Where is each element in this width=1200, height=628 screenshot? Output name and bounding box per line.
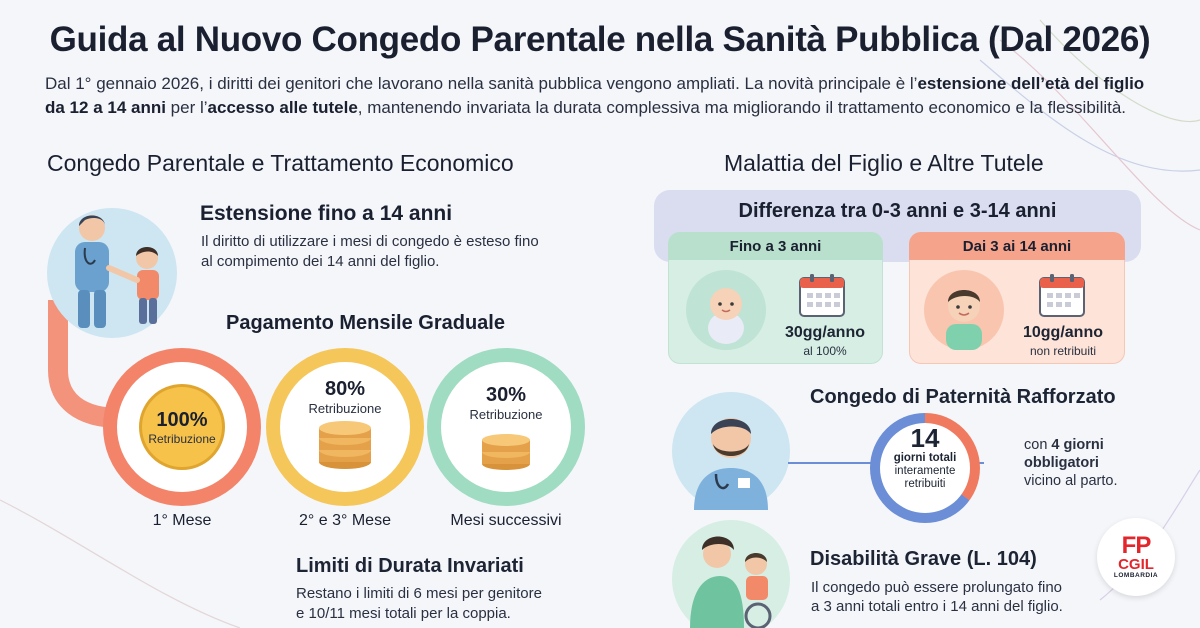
calendar-icon	[1039, 274, 1085, 317]
under-3-header	[668, 232, 883, 260]
payment-title: Pagamento Mensile Graduale	[226, 312, 505, 334]
over-3-note: non retribuiti	[1029, 344, 1097, 358]
baby-icon	[708, 288, 744, 344]
page-title: Guida al Nuovo Congedo Parentale nella S…	[49, 20, 1151, 59]
child-icon	[946, 290, 982, 350]
section-title-child-illness: Malattia del Figlio e Altre Tutele	[724, 150, 1044, 176]
coin-stack-icon	[482, 434, 530, 470]
doctor-icon	[694, 418, 768, 510]
disability-text-line: Il congedo può essere prolungato fino	[811, 579, 1063, 596]
limits-text-line: Restano i limiti di 6 mesi per genitore	[296, 585, 542, 602]
payment-ring-text: 80% Retribuzione	[280, 378, 410, 416]
over-3-heading: Dai 3 ai 14 anni	[962, 238, 1072, 255]
intro-text: per l’	[165, 98, 208, 117]
intro-paragraph: Dal 1° gennaio 2026, i diritti dei genit…	[45, 72, 1165, 120]
intro-text: Dal 1° gennaio 2026, i diritti dei genit…	[45, 74, 918, 93]
paternity-days-label: retribuiti	[904, 478, 946, 490]
paternity-days-label: giorni totali	[893, 452, 957, 464]
father-doctor-illustration	[672, 392, 790, 510]
disability-text-line: a 3 anni totali entro i 14 anni del figl…	[811, 598, 1063, 615]
extension-text-line: al compimento dei 14 anni del figlio.	[201, 253, 440, 270]
payment-label: 1° Mese	[152, 512, 212, 529]
paternity-title: Congedo di Paternità Rafforzato	[810, 386, 1116, 408]
paternity-side-line: con 4 giorni	[1024, 436, 1118, 454]
extension-title: Estensione fino a 14 anni	[200, 202, 453, 225]
paternity-days: 14	[910, 423, 940, 453]
paternity-days-label: interamente	[894, 465, 956, 477]
payment-percent: 100%	[156, 408, 208, 431]
baby-illustration	[686, 270, 766, 350]
extension-text: Il diritto di utilizzare i mesi di conge…	[201, 232, 539, 272]
payment-label: Mesi successivi	[450, 512, 562, 529]
paternity-days-block: 14 giorni totali interamente retribuiti	[870, 424, 980, 491]
limits-text: Restano i limiti di 6 mesi per genitore …	[296, 584, 542, 624]
over-3-header	[909, 232, 1125, 260]
under-3-note: al 100%	[803, 344, 847, 358]
payment-ring-text: 30% Retribuzione	[441, 384, 571, 422]
age-comparison-title: Differenza tra 0-3 anni e 3-14 anni	[738, 200, 1057, 222]
logo-cgil-text: CGIL	[1118, 556, 1154, 573]
paternity-ring-inner	[880, 423, 970, 513]
over-3-value: 10gg/anno	[1022, 324, 1103, 341]
limits-title: Limiti di Durata Invariati	[296, 555, 524, 577]
under-3-heading: Fino a 3 anni	[729, 238, 822, 255]
payment-percent: 80%	[324, 378, 366, 400]
extension-text-line: Il diritto di utilizzare i mesi di conge…	[201, 233, 539, 250]
logo-region-text: LOMBARDIA	[1113, 572, 1159, 579]
nurse-icon	[75, 215, 159, 328]
paternity-side-line: vicino al parto.	[1024, 473, 1118, 489]
paternity-side-prefix: con	[1024, 437, 1052, 453]
child-illustration	[924, 270, 1004, 350]
section-title-parental-leave: Congedo Parentale e Trattamento Economic…	[47, 150, 514, 176]
logo-fp-text: FP	[1121, 532, 1152, 559]
payment-percent-sub: Retribuzione	[148, 431, 216, 446]
fp-cgil-logo: FP CGIL LOMBARDIA	[1097, 518, 1175, 596]
coin-icon: 100% Retribuzione	[139, 384, 225, 470]
disability-text: Il congedo può essere prolungato fino a …	[811, 578, 1063, 616]
payment-percent: 30%	[485, 384, 527, 406]
calendar-icon	[799, 274, 845, 317]
paternity-side-bold: 4 giorni	[1051, 437, 1104, 453]
paternity-side-bold: obbligatori	[1024, 455, 1099, 471]
payment-percent-sub: Retribuzione	[469, 407, 543, 422]
payment-label: 2° e 3° Mese	[299, 512, 391, 529]
wheelchair-icon	[690, 536, 772, 628]
intro-highlight: estensione dell’età del figlio da 12 a 1…	[45, 74, 1145, 117]
coin-stack-icon	[319, 421, 371, 469]
paternity-side-text: con 4 giorni obbligatori vicino al parto…	[1024, 436, 1118, 490]
disability-illustration	[672, 520, 790, 628]
disability-title: Disabilità Grave (L. 104)	[810, 548, 1037, 570]
under-3-value: 30gg/anno	[784, 324, 865, 341]
intro-highlight: accesso alle tutele	[207, 98, 358, 117]
nurse-with-child-illustration	[47, 208, 177, 338]
payment-ring-inner	[441, 362, 571, 492]
limits-text-line: e 10/11 mesi totali per la coppia.	[296, 605, 511, 622]
payment-percent-sub: Retribuzione	[308, 401, 382, 416]
intro-text: , mantenendo invariata la durata comples…	[357, 98, 1127, 117]
